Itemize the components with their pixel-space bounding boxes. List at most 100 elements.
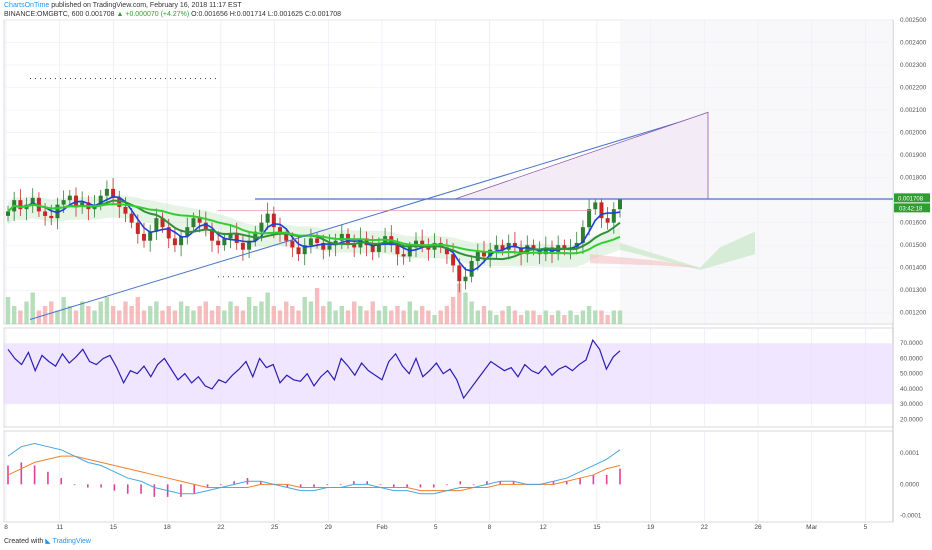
volume-bar [110,306,116,324]
volume-bar [568,310,573,324]
candle-body [352,242,357,248]
macd-histogram-bar [446,484,448,486]
candle-body [135,222,140,234]
rising-trendline [29,112,709,320]
volume-bar [129,306,134,324]
candle-body [512,242,517,248]
candle-body [290,240,295,248]
volume-bar [191,310,196,324]
macd-histogram-bar [512,481,515,485]
volume-bar [351,301,357,324]
volume-bar [104,297,110,324]
volume-bar [555,310,561,324]
rsi-tick-label: 50.0000 [900,371,923,378]
y-tick-label: 0.002400 [900,40,927,47]
rsi-tick-label: 30.0000 [900,401,923,408]
volume-bar [605,315,610,324]
macd-histogram-bar [353,481,355,485]
volume-bar [574,315,579,324]
candle-body [451,254,456,266]
y-tick-label: 0.001300 [900,287,927,294]
volume-bar [197,306,202,324]
volume-bar [617,310,623,324]
volume-bar [531,310,536,324]
volume-bar [73,310,79,324]
x-tick-label: 29 [325,524,333,531]
volume-bar [55,310,60,324]
volume-bar [407,301,413,324]
y-tick-label: 0.002500 [900,17,927,24]
volume-bar [172,310,178,324]
candle-body [67,195,72,201]
macd-histogram-bar [459,481,462,485]
candle-body [253,231,258,241]
volume-bar [475,310,481,324]
volume-bar [11,306,17,324]
footer: Created with ◣ TradingView [4,537,91,545]
candle-body [216,240,221,246]
volume-bar [401,310,406,324]
volume-bar [537,315,542,324]
macd-panel [3,430,894,523]
volume-bar [271,306,277,324]
macd-histogram-bar [286,484,289,488]
volume-bar [117,310,122,324]
volume-bar [586,306,592,324]
macd-histogram-bar [339,484,342,486]
macd-histogram-bar [153,484,156,497]
y-tick-label: 0.002200 [900,85,927,92]
created-with-text: Created with [4,538,44,545]
y-tick-label: 0.001800 [900,175,927,182]
volume-bar [5,297,11,324]
x-tick-label: 22 [701,524,709,531]
macd-histogram-bar [565,481,568,485]
candle-body [18,200,23,210]
candle-body [142,233,146,241]
volume-bar [228,301,233,324]
x-tick-label: 8 [4,524,8,531]
volume-bar [438,310,443,324]
rsi-tick-label: 70.0000 [900,340,923,347]
countdown-label: 03:42:18 [899,206,923,212]
volume-bar [358,306,363,324]
macd-histogram-bar [140,484,142,494]
x-tick-label: 22 [217,524,225,531]
candle-body [271,213,276,228]
candle-body [265,213,270,223]
slow-ma-line [7,203,621,255]
x-tick-label: Mar [806,524,818,531]
candle-body [475,251,480,261]
candle-body [228,233,233,239]
tradingview-link[interactable]: TradingView [52,538,91,545]
volume-bar [203,301,209,324]
macd-histogram-bar [552,481,555,485]
x-tick-label: 8 [488,524,492,531]
volume-bar [154,301,159,324]
y-tick-label: 0.001500 [900,242,927,249]
author-link[interactable]: ChartsOnTime [4,2,50,9]
volume-bar [259,301,264,324]
price-tag-bg [894,193,930,203]
candle-body [574,242,579,248]
candle-body [104,188,109,196]
candle-body [339,233,344,241]
macd-histogram-bar [47,471,49,485]
volume-bar [376,310,382,324]
volume-bar [382,306,388,324]
volume-bar [61,297,66,324]
macd-histogram-bar [605,474,608,485]
macd-histogram-bar [259,481,262,485]
volume-bar [30,292,35,324]
candle-body [166,227,171,239]
volume-bar [599,310,604,324]
candle-body [482,251,486,257]
volume-bar [580,310,586,324]
volume-bar [86,306,91,324]
macd-histogram-bar [87,484,89,488]
volume-bar [364,310,369,324]
cloud-projection [620,231,755,270]
volume-bar [593,310,598,324]
volume-bar [562,315,567,324]
